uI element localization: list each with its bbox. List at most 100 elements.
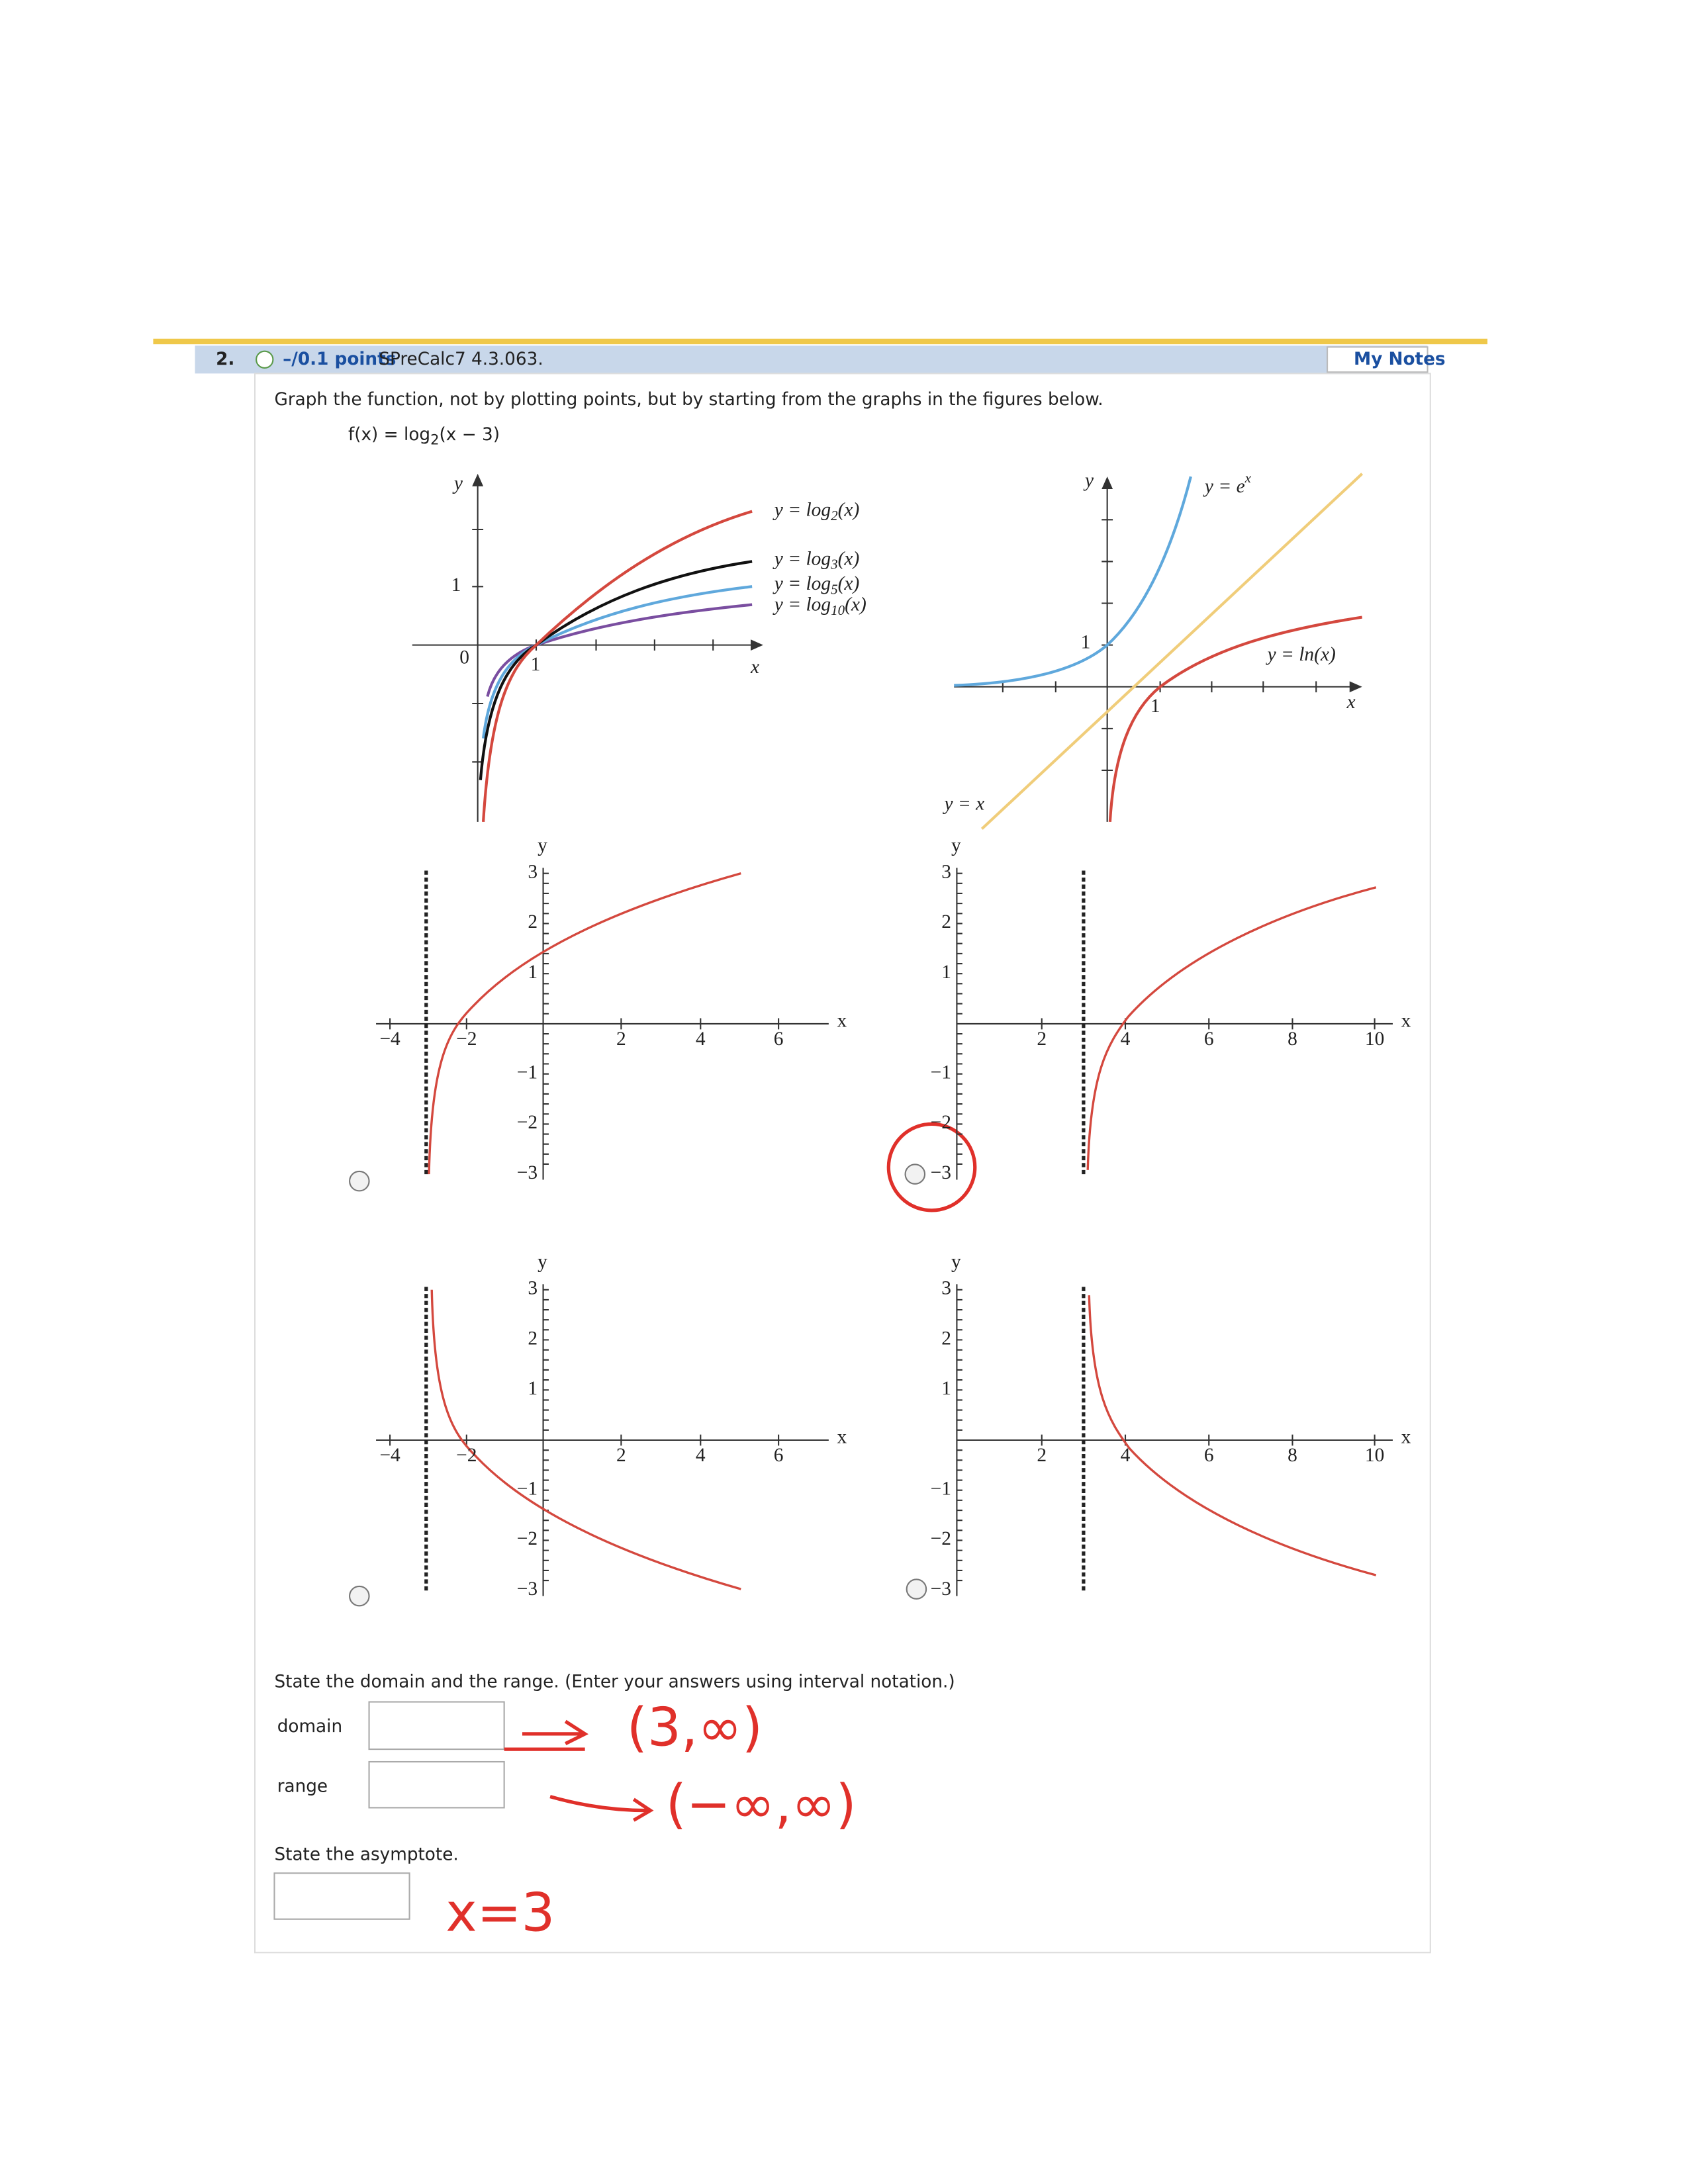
curve-identity <box>980 473 1364 830</box>
axes <box>954 483 1358 822</box>
curve-label-base: 2 <box>831 508 838 523</box>
x-tick-label: 4 <box>1121 1028 1131 1050</box>
curve-log2 <box>481 510 753 822</box>
option-graph: y x −4 −2 2 4 6 3 2 1 −1 −2 −3 <box>349 835 847 1192</box>
domain-label: domain <box>277 1717 342 1737</box>
y-tick-label: 3 <box>941 861 951 882</box>
axes <box>956 868 1393 1180</box>
x-tick-label: −4 <box>379 1028 400 1050</box>
y-tick-label: −2 <box>517 1112 538 1133</box>
curve-label-base: 3 <box>830 557 838 572</box>
x-tick-label: 2 <box>1037 1028 1047 1050</box>
prompt: Graph the function, not by plotting poin… <box>274 390 1103 410</box>
graph-curve <box>1086 886 1377 1170</box>
expand-icon[interactable] <box>256 350 274 369</box>
question-number: 2. <box>216 349 234 369</box>
y-tick-label: 2 <box>941 1328 951 1349</box>
curve-label-text: y = log <box>773 548 831 569</box>
x-label: x <box>750 657 759 678</box>
curve-ln <box>1108 615 1362 822</box>
exp-label: y = ex <box>1203 470 1252 497</box>
y-tick-label: −2 <box>931 1112 951 1133</box>
asymptote-instruction: State the asymptote. <box>274 1844 458 1864</box>
curve-label-text: y = log <box>773 499 831 520</box>
y-tick-label: −2 <box>517 1528 538 1549</box>
domain-input[interactable] <box>368 1701 505 1751</box>
x-tick-label: −2 <box>456 1028 477 1050</box>
x-tick-label: 6 <box>1204 1028 1214 1050</box>
y-tick-label: 2 <box>941 911 951 933</box>
curve-label-arg: (x) <box>838 548 860 569</box>
x-tick-label: 2 <box>616 1445 626 1466</box>
y-tick-label: −1 <box>517 1062 538 1083</box>
graph-curve <box>1088 1295 1377 1576</box>
asymptote-input[interactable] <box>273 1872 410 1920</box>
axes <box>956 1284 1393 1596</box>
curve-log5 <box>481 585 753 739</box>
handwritten-asymptote: x=3 <box>445 1882 555 1944</box>
curve-exp <box>954 476 1192 687</box>
y-tick-label: 3 <box>528 1278 538 1299</box>
identity-label: y = x <box>942 793 984 814</box>
x-tick-label: 6 <box>774 1028 784 1050</box>
y-tick-label: −1 <box>931 1062 951 1083</box>
x-tick-label: 4 <box>1121 1445 1131 1466</box>
function: f(x) = log2(x − 3) <box>348 424 500 447</box>
curve-label-text: y = log <box>773 573 831 594</box>
y-tick-label: −2 <box>931 1528 951 1549</box>
x-tick-label: 6 <box>1204 1445 1214 1466</box>
curve-label-arg: (x) <box>838 573 860 594</box>
x-label: x <box>1346 692 1356 713</box>
y-label: y <box>951 1251 961 1273</box>
x-label: x <box>1401 1427 1411 1448</box>
y-tick-label: 1 <box>528 962 538 983</box>
y-tick-label: 1 <box>451 574 461 596</box>
y-tick-label: 3 <box>941 1278 951 1299</box>
x-tick-label: 8 <box>1288 1445 1297 1466</box>
curve-label-base: 10 <box>831 602 845 618</box>
handwritten-arrow <box>504 1719 588 1751</box>
question-header <box>195 345 1428 374</box>
curve-log10 <box>486 603 753 697</box>
option-graph: y x 2 4 6 8 10 3 2 1 −1 −2 −3 <box>904 835 1411 1185</box>
x-tick-label: −4 <box>379 1445 400 1466</box>
exp-label-text: y = e <box>1203 476 1245 497</box>
curve-label: y = log10(x) <box>773 594 867 617</box>
range-label: range <box>277 1776 328 1796</box>
x-tick-label: 1 <box>1150 696 1160 717</box>
answer-radio[interactable] <box>349 1585 370 1607</box>
y-label: y <box>1083 470 1094 491</box>
y-tick-label: −3 <box>517 1162 538 1183</box>
function-base: 2 <box>430 431 439 447</box>
y-tick-label: 1 <box>1081 631 1091 653</box>
x-tick-label: 10 <box>1365 1028 1384 1050</box>
x-label: x <box>837 1427 847 1448</box>
y-label: y <box>951 835 961 856</box>
x-tick-label: 1 <box>531 654 541 675</box>
origin-label: 0 <box>459 647 469 668</box>
question-box <box>254 373 1431 1954</box>
exp-power: x <box>1244 470 1252 486</box>
axes <box>412 480 759 822</box>
x-label: x <box>1401 1011 1411 1032</box>
x-tick-label: 10 <box>1365 1445 1384 1466</box>
y-tick-label: −1 <box>517 1478 538 1499</box>
x-tick-label: 4 <box>696 1028 706 1050</box>
range-input[interactable] <box>368 1760 505 1809</box>
points: –/0.1 points <box>283 349 396 369</box>
answer-radio[interactable] <box>906 1578 927 1600</box>
x-tick-label: 4 <box>696 1445 706 1466</box>
y-tick-label: 2 <box>528 1328 538 1349</box>
curve-label-text: y = log <box>773 594 831 615</box>
x-label: x <box>837 1011 847 1032</box>
notes-button[interactable] <box>1327 346 1429 373</box>
reference-figure-log: y x 0 1 1 y = log2(x)y = log3(x)y = log5… <box>412 473 867 822</box>
handwritten-domain: (3,∞) <box>627 1697 763 1758</box>
y-tick-label: 1 <box>528 1378 538 1399</box>
answer-radio[interactable] <box>904 1163 926 1185</box>
top-rule <box>153 338 1488 345</box>
reference-figure-exp: y x 1 1 y = ex y = ln(x) y = x <box>942 470 1364 830</box>
answer-radio[interactable] <box>349 1170 370 1192</box>
my-notes[interactable]: My Notes <box>1354 349 1446 369</box>
